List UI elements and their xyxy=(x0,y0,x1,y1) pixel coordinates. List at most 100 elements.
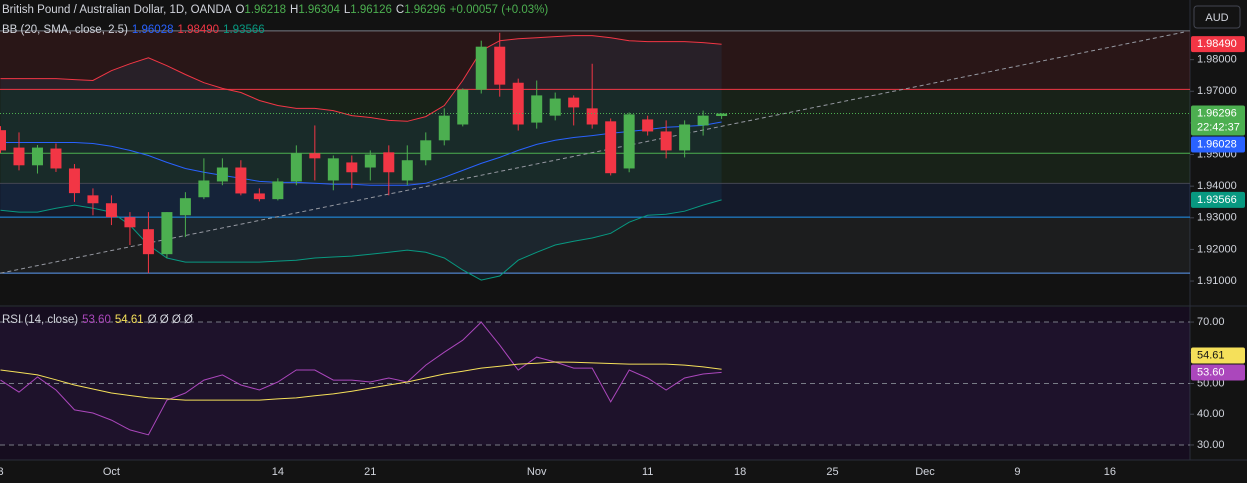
quote-key: O xyxy=(235,4,245,16)
indicator-value: 1.93566 xyxy=(223,24,265,36)
quote-key: H xyxy=(290,4,299,16)
bb-line xyxy=(0,199,722,281)
candle-body xyxy=(605,121,617,174)
candle-body xyxy=(142,229,154,255)
level-zone xyxy=(0,217,1190,274)
candle-body xyxy=(531,95,543,123)
y-tick-label: 40.00 xyxy=(1197,408,1225,420)
candle-body xyxy=(13,147,25,166)
quote-value: 1.96296 xyxy=(404,4,446,16)
indicator-value: 1.98490 xyxy=(177,24,220,36)
x-tick-label: 18 xyxy=(734,466,746,478)
candle-body xyxy=(253,193,265,200)
candle-body xyxy=(31,147,43,166)
candle-body xyxy=(401,160,413,181)
indicator-value: 1.96028 xyxy=(131,24,174,36)
price-badge xyxy=(1191,36,1245,53)
y-tick-label: 1.97000 xyxy=(1197,85,1237,97)
y-tick-label: 1.98000 xyxy=(1197,54,1237,66)
x-tick-label: 11 xyxy=(642,466,653,478)
x-tick-label: 14 xyxy=(272,466,284,478)
candle-body xyxy=(50,148,62,169)
currency-button[interactable] xyxy=(1193,5,1241,29)
candle-body xyxy=(457,89,469,125)
candle-body xyxy=(623,114,635,169)
candle-body xyxy=(179,198,191,216)
candle-body xyxy=(124,217,136,228)
x-tick-label: Oct xyxy=(103,466,120,478)
price-badge-label: 1.93566 xyxy=(1197,194,1237,206)
x-tick-label: Nov xyxy=(527,466,547,478)
level-zone xyxy=(0,153,1190,184)
x-tick-label: 25 xyxy=(826,466,838,478)
candle-body xyxy=(642,119,654,132)
candle-body xyxy=(679,124,691,151)
candle-body xyxy=(272,181,284,200)
rsi-line xyxy=(0,361,722,401)
symbol-title: British Pound / Australian Dollar, 1D, O… xyxy=(2,4,232,16)
level-zone xyxy=(0,30,1190,90)
quote-key: L xyxy=(343,4,351,16)
candle-body xyxy=(290,153,302,182)
price-badge-label: 1.96028 xyxy=(1197,138,1237,150)
candle-body xyxy=(512,82,524,125)
price-badge-label: 1.98490 xyxy=(1197,38,1237,50)
y-tick-label: 30.00 xyxy=(1197,439,1225,451)
countdown-label: 22:42:37 xyxy=(1197,121,1240,133)
candle-body xyxy=(660,131,672,151)
indicator-title: BB (20, SMA, close, 2.5) xyxy=(2,24,128,36)
y-tick-label: 1.93000 xyxy=(1197,212,1237,224)
trend-line xyxy=(0,31,1184,274)
candle-body xyxy=(161,212,173,255)
candle-body xyxy=(475,46,487,90)
rsi-badge xyxy=(1191,347,1245,364)
candle-body xyxy=(549,98,561,116)
candle-body xyxy=(494,46,506,85)
candle-body xyxy=(364,154,376,168)
rsi-badge-label: 53.60 xyxy=(1197,366,1225,378)
indicator-extra: Ø Ø Ø Ø xyxy=(147,314,193,326)
x-tick-label: Dec xyxy=(915,466,935,478)
candle-body xyxy=(198,180,210,198)
bb-line xyxy=(0,121,722,186)
candle-body xyxy=(568,97,580,108)
bb-line xyxy=(0,35,722,122)
candle-body xyxy=(309,153,321,159)
candle-body xyxy=(216,167,228,182)
quote-key: C xyxy=(395,4,405,16)
main-pane xyxy=(0,0,1190,305)
candle-body xyxy=(235,167,247,194)
y-tick-label: 70.00 xyxy=(1197,316,1225,328)
rsi-badge-label: 54.61 xyxy=(1197,349,1225,361)
price-badge xyxy=(1191,136,1245,153)
indicator-title: RSI (14, close) xyxy=(2,314,79,326)
level-zone xyxy=(0,183,1190,218)
candle-body xyxy=(716,113,728,117)
candle-body xyxy=(327,158,339,181)
x-tick-label: 21 xyxy=(364,466,376,478)
indicator-value: 53.60 xyxy=(82,314,111,326)
symbol-legend: British Pound / Australian Dollar, 1D, O… xyxy=(2,4,552,16)
x-tick-label: 16 xyxy=(1104,466,1116,478)
indicator-value: 54.61 xyxy=(114,314,144,326)
x-tick-label: 3 xyxy=(0,466,4,478)
rsi-line xyxy=(0,321,722,436)
y-tick-label: 1.92000 xyxy=(1197,243,1237,255)
currency-label[interactable]: AUD xyxy=(1205,12,1228,24)
quote-value: 1.96304 xyxy=(298,4,340,16)
candle-body xyxy=(0,130,6,151)
y-tick-label: 1.94000 xyxy=(1197,180,1237,192)
quote-change: +0.00057 (+0.03%) xyxy=(449,4,549,16)
candle-body xyxy=(438,115,450,141)
x-tick-label: 9 xyxy=(1014,466,1020,478)
price-badge-label: 1.96296 xyxy=(1197,107,1237,119)
rsi-legend: RSI (14, close) 53.60 54.61 Ø Ø Ø Ø xyxy=(2,314,197,326)
quote-value: 1.96126 xyxy=(350,4,392,16)
price-badge xyxy=(1191,191,1245,208)
rsi-badge xyxy=(1191,364,1245,381)
candle-body xyxy=(87,195,99,204)
y-tick-label: 1.91000 xyxy=(1197,275,1237,287)
price-badge xyxy=(1191,105,1245,136)
